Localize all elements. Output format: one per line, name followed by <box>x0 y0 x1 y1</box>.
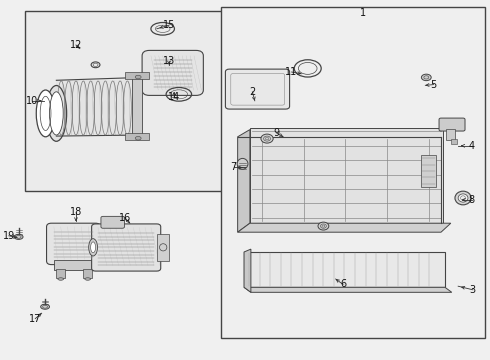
FancyBboxPatch shape <box>47 223 100 265</box>
Text: 14: 14 <box>168 92 180 102</box>
Text: 3: 3 <box>470 285 476 295</box>
Ellipse shape <box>41 304 49 309</box>
Polygon shape <box>238 223 451 232</box>
Ellipse shape <box>458 194 468 202</box>
Ellipse shape <box>135 75 141 79</box>
FancyBboxPatch shape <box>142 50 203 95</box>
Bar <box>56 269 65 278</box>
Bar <box>446 129 455 140</box>
Ellipse shape <box>455 191 471 205</box>
Ellipse shape <box>318 222 329 230</box>
Text: 8: 8 <box>469 195 475 205</box>
Ellipse shape <box>58 278 64 280</box>
Bar <box>125 133 149 140</box>
FancyBboxPatch shape <box>101 216 124 228</box>
Text: 12: 12 <box>70 40 82 50</box>
Bar <box>421 155 436 187</box>
Ellipse shape <box>91 242 96 253</box>
Bar <box>132 77 142 135</box>
Bar <box>54 260 93 270</box>
Text: 2: 2 <box>249 87 255 97</box>
Ellipse shape <box>85 278 91 280</box>
Text: 18: 18 <box>70 207 82 217</box>
Ellipse shape <box>261 134 273 143</box>
FancyBboxPatch shape <box>244 252 445 287</box>
Ellipse shape <box>36 90 55 137</box>
Ellipse shape <box>237 158 248 169</box>
Polygon shape <box>244 249 251 292</box>
Text: 7: 7 <box>231 162 237 172</box>
Text: 9: 9 <box>274 128 280 138</box>
Ellipse shape <box>135 136 141 140</box>
Polygon shape <box>238 130 250 232</box>
Text: 6: 6 <box>340 279 346 289</box>
FancyBboxPatch shape <box>225 69 290 109</box>
Text: 10: 10 <box>26 96 38 106</box>
Text: 13: 13 <box>163 56 175 66</box>
FancyBboxPatch shape <box>56 80 142 136</box>
Ellipse shape <box>46 85 67 141</box>
Ellipse shape <box>49 92 63 135</box>
Text: 5: 5 <box>431 80 437 90</box>
Text: 11: 11 <box>285 67 297 77</box>
Ellipse shape <box>421 74 431 81</box>
Text: 16: 16 <box>119 213 131 223</box>
Bar <box>220 7 485 338</box>
Bar <box>451 139 457 144</box>
Text: 19: 19 <box>3 231 15 241</box>
FancyBboxPatch shape <box>92 224 161 271</box>
Bar <box>83 269 92 278</box>
Bar <box>125 72 149 79</box>
Bar <box>24 11 225 191</box>
Text: 1: 1 <box>360 8 366 18</box>
Polygon shape <box>244 287 452 292</box>
Text: 4: 4 <box>469 141 475 151</box>
FancyBboxPatch shape <box>439 118 465 131</box>
Ellipse shape <box>14 234 23 239</box>
Text: 17: 17 <box>29 314 42 324</box>
Text: 15: 15 <box>163 20 175 30</box>
Bar <box>250 128 443 223</box>
Bar <box>157 234 169 261</box>
Ellipse shape <box>89 239 98 256</box>
